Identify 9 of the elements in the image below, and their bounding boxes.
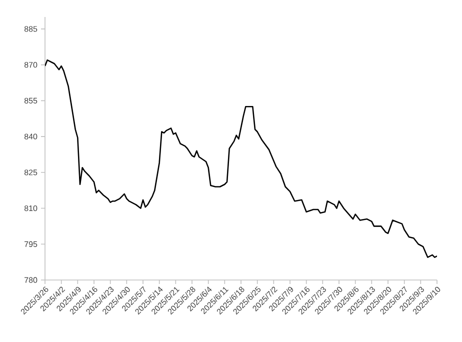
y-tick-label: 825 <box>24 170 38 176</box>
y-tick-label: 780 <box>24 277 38 283</box>
y-tick-label: 885 <box>24 26 38 32</box>
y-tick-label: 795 <box>24 241 38 247</box>
y-tick-label: 840 <box>24 134 38 140</box>
y-tick-label: 870 <box>24 62 38 68</box>
y-tick-label: 810 <box>24 205 38 212</box>
y-tick-label: 855 <box>24 98 38 104</box>
line-series <box>45 59 438 258</box>
